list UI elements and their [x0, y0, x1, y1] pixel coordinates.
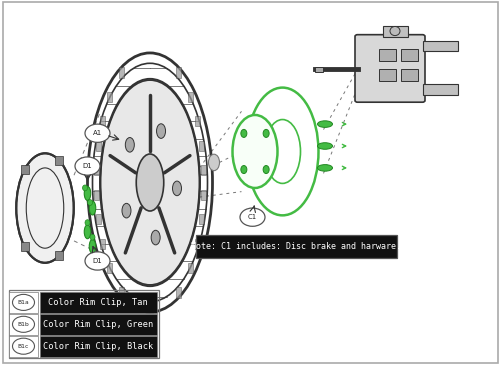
Ellipse shape: [16, 153, 74, 263]
Bar: [201, 189, 206, 200]
Ellipse shape: [263, 165, 269, 173]
Ellipse shape: [156, 124, 166, 138]
Ellipse shape: [85, 220, 90, 226]
Bar: [188, 263, 193, 273]
Ellipse shape: [84, 187, 91, 200]
Bar: [96, 214, 101, 224]
Ellipse shape: [241, 130, 247, 138]
Bar: [56, 156, 63, 165]
Text: A1: A1: [93, 130, 102, 136]
Bar: [401, 49, 418, 61]
Bar: [94, 165, 99, 176]
Ellipse shape: [84, 225, 91, 239]
Bar: [9, 290, 158, 358]
Bar: [21, 165, 29, 174]
Text: Color Rim Clip, Tan: Color Rim Clip, Tan: [48, 298, 148, 307]
Ellipse shape: [390, 27, 400, 36]
Bar: [176, 288, 181, 298]
Bar: [401, 69, 418, 81]
FancyBboxPatch shape: [355, 35, 425, 102]
Text: Color Rim Clip, Green: Color Rim Clip, Green: [43, 320, 154, 329]
Bar: [119, 288, 124, 298]
Bar: [56, 251, 63, 260]
Text: B1b: B1b: [18, 322, 29, 327]
Circle shape: [12, 316, 34, 333]
Bar: [21, 242, 29, 251]
Bar: [100, 238, 105, 249]
Text: D1: D1: [82, 163, 92, 169]
Ellipse shape: [89, 201, 96, 215]
Bar: [315, 67, 322, 72]
Ellipse shape: [232, 115, 278, 188]
Bar: [422, 41, 458, 51]
Bar: [40, 314, 157, 335]
Ellipse shape: [136, 154, 164, 211]
Bar: [119, 67, 124, 77]
Ellipse shape: [122, 203, 131, 218]
Bar: [107, 92, 112, 102]
Bar: [96, 141, 101, 151]
Circle shape: [12, 338, 34, 354]
Bar: [378, 69, 396, 81]
Circle shape: [85, 252, 110, 270]
Circle shape: [85, 124, 110, 142]
Text: D1: D1: [92, 258, 102, 264]
Bar: [194, 238, 200, 249]
Ellipse shape: [100, 80, 200, 285]
Bar: [9, 314, 38, 335]
Text: Note: C1 includes: Disc brake and harware.: Note: C1 includes: Disc brake and harwar…: [191, 242, 401, 251]
Bar: [422, 84, 458, 95]
Text: B1c: B1c: [18, 344, 29, 349]
Ellipse shape: [172, 181, 182, 196]
Ellipse shape: [151, 230, 160, 245]
Bar: [107, 263, 112, 273]
Bar: [194, 116, 200, 127]
Ellipse shape: [318, 121, 332, 127]
Circle shape: [75, 157, 100, 175]
Ellipse shape: [89, 239, 96, 253]
Ellipse shape: [126, 138, 134, 152]
Ellipse shape: [263, 130, 269, 138]
Bar: [9, 292, 38, 313]
Bar: [199, 214, 204, 224]
Bar: [9, 336, 38, 357]
FancyBboxPatch shape: [196, 235, 396, 258]
Text: Color Rim Clip, Black: Color Rim Clip, Black: [43, 342, 154, 351]
Text: B1a: B1a: [18, 300, 29, 305]
Bar: [176, 67, 181, 77]
Bar: [378, 49, 396, 61]
Bar: [40, 336, 157, 357]
Ellipse shape: [82, 185, 87, 191]
Bar: [382, 26, 407, 36]
Bar: [188, 92, 193, 102]
Circle shape: [240, 208, 265, 226]
Circle shape: [12, 294, 34, 310]
Bar: [201, 165, 206, 176]
Ellipse shape: [90, 234, 95, 240]
Bar: [199, 141, 204, 151]
Ellipse shape: [208, 154, 220, 170]
Bar: [40, 292, 157, 313]
Ellipse shape: [318, 165, 332, 171]
Bar: [94, 189, 99, 200]
Bar: [100, 116, 105, 127]
Ellipse shape: [241, 165, 247, 173]
Ellipse shape: [88, 200, 92, 205]
Text: C1: C1: [248, 214, 257, 220]
Ellipse shape: [318, 143, 332, 149]
